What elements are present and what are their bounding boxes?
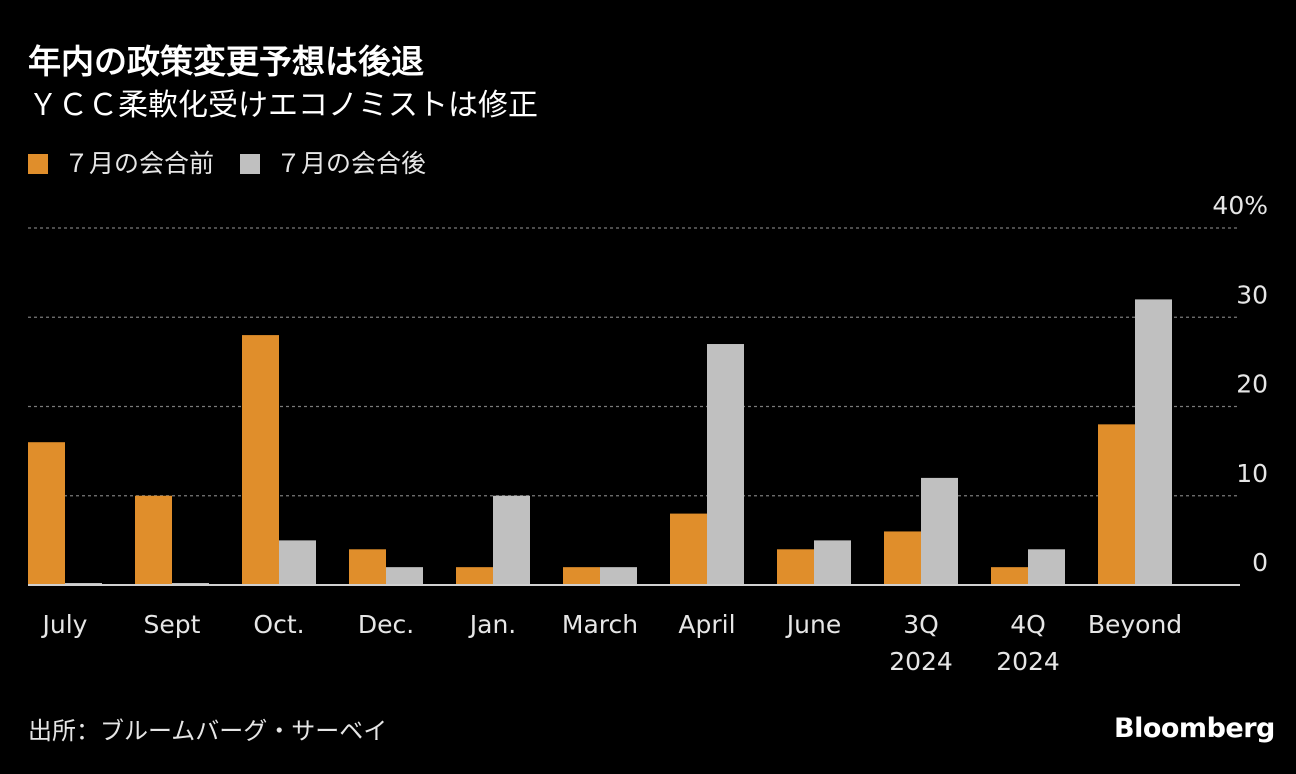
bar-after: [386, 567, 423, 585]
bar-after: [1135, 299, 1172, 585]
x-tick-label: July: [41, 610, 88, 639]
legend-swatch-before: [28, 154, 48, 174]
legend: ７月の会合前 ７月の会合後: [28, 146, 452, 182]
x-tick-label: June: [785, 610, 841, 639]
x-tick-label: Oct.: [253, 610, 304, 639]
bar-before: [456, 567, 493, 585]
x-tick-label: April: [678, 610, 735, 639]
legend-label-after: ７月の会合後: [276, 149, 427, 178]
x-tick-label: 3Q: [903, 610, 939, 639]
bar-after: [921, 477, 958, 585]
y-tick-label: 40%: [1212, 191, 1268, 220]
x-tick-label: March: [562, 610, 638, 639]
y-tick-label: 10: [1236, 459, 1268, 488]
legend-item-after: ７月の会合後: [240, 146, 426, 182]
bar-before: [349, 549, 386, 585]
x-tick-label: Jan.: [468, 610, 516, 639]
bar-after: [600, 567, 637, 585]
legend-item-before: ７月の会合前: [28, 146, 214, 182]
x-tick-label: 4Q: [1010, 610, 1046, 639]
bar-after: [814, 540, 851, 585]
y-tick-label: 20: [1236, 370, 1268, 399]
bar-before: [28, 442, 65, 585]
bar-after: [493, 495, 530, 585]
y-tick-label: 0: [1252, 548, 1268, 577]
bar-before: [991, 567, 1028, 585]
bloomberg-logo: Bloomberg: [1114, 713, 1275, 744]
bar-before: [884, 531, 921, 585]
source-note: 出所：ブルームバーグ・サーベイ: [28, 717, 388, 745]
x-tick-label: Dec.: [358, 610, 414, 639]
chart-title: 年内の政策変更予想は後退: [28, 42, 424, 81]
legend-swatch-after: [240, 154, 261, 174]
x-tick-label: 2024: [889, 647, 953, 676]
x-tick-label: Beyond: [1088, 610, 1182, 639]
bar-after: [279, 540, 316, 585]
legend-label-before: ７月の会合前: [64, 149, 215, 178]
chart-subtitle: ＹＣＣ柔軟化受けエコノミストは修正: [28, 88, 538, 123]
bar-after: [707, 344, 744, 585]
bar-before: [670, 513, 707, 585]
bar-before: [777, 549, 814, 585]
bar-before: [1098, 424, 1135, 585]
bar-before: [563, 567, 600, 585]
bar-before: [242, 335, 279, 585]
bar-after: [1028, 549, 1065, 585]
bar-before: [135, 495, 172, 585]
x-tick-label: 2024: [996, 647, 1060, 676]
x-tick-label: Sept: [144, 610, 201, 639]
y-tick-label: 30: [1236, 280, 1268, 309]
